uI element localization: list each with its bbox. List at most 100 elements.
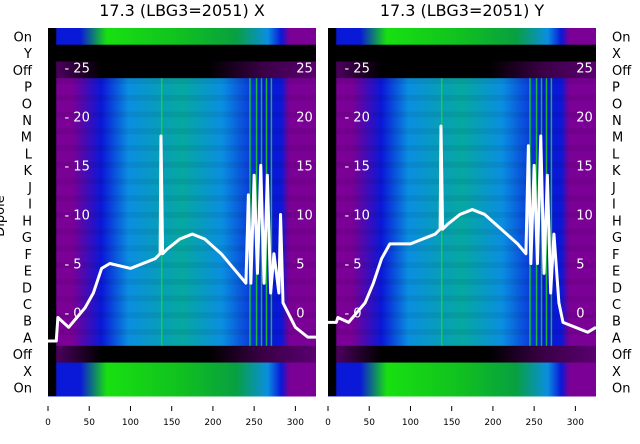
inner-ytick-label: 5 <box>296 258 304 273</box>
row-shade <box>48 94 316 101</box>
green-streak <box>270 78 273 346</box>
inner-ytick-label: - 5 <box>344 258 361 273</box>
inner-ytick-label: 25 <box>296 61 313 76</box>
row-label: F <box>25 248 32 263</box>
row-label: J <box>611 181 616 196</box>
row-label: P <box>612 81 620 96</box>
heatmap-row <box>48 345 316 364</box>
green-streak <box>550 78 553 346</box>
heatmap-row <box>328 245 596 263</box>
heatmap-row <box>48 78 316 96</box>
inner-ytick-label: 15 <box>576 159 593 174</box>
inner-ytick-label: 25 <box>576 61 593 76</box>
row-label: L <box>25 147 33 162</box>
heatmap-row <box>48 145 316 163</box>
inner-ytick-label: 0 <box>576 307 584 322</box>
row-shade <box>328 195 596 202</box>
heatmap-row <box>48 94 316 113</box>
heatmap-row <box>48 61 316 79</box>
heatmap-row <box>328 262 596 280</box>
row-shade <box>328 128 596 135</box>
xtick-label: 100 <box>402 418 419 428</box>
row-shade <box>328 78 596 85</box>
row-shade <box>328 329 596 335</box>
inner-ytick-label: 20 <box>296 110 313 125</box>
xtick-label: 200 <box>204 418 221 428</box>
row-label: X <box>23 365 32 380</box>
dipole-trace-line <box>48 134 316 343</box>
heatmap-row <box>48 161 316 180</box>
inner-ytick-label: - 20 <box>344 110 369 125</box>
dipole-trace-line <box>328 124 597 334</box>
row-label: K <box>612 164 621 179</box>
heatmap-row <box>328 61 596 79</box>
heatmap-row <box>48 329 316 347</box>
row-shade <box>48 329 316 335</box>
inner-ytick-label: - 10 <box>64 208 89 223</box>
heatmap-row <box>328 94 596 113</box>
row-shade <box>328 262 596 269</box>
row-shade <box>48 245 316 252</box>
xtick-label: 150 <box>163 418 180 428</box>
row-shade <box>48 128 316 135</box>
row-label: On <box>612 382 630 397</box>
inner-ytick-label: - 15 <box>344 159 369 174</box>
heatmap-row <box>48 111 316 129</box>
row-label: E <box>24 265 32 280</box>
inner-ytick-label: - 10 <box>344 208 369 223</box>
heatmap-row <box>328 111 596 129</box>
row-label: D <box>612 281 622 296</box>
row-shade <box>48 145 316 151</box>
row-shade <box>328 178 596 185</box>
xtick-label: 0 <box>325 418 331 428</box>
inner-ytick-label: 5 <box>576 258 584 273</box>
row-shade <box>48 212 316 218</box>
xtick-label: 100 <box>122 418 139 428</box>
row-shade <box>328 312 596 319</box>
xtick-label: 250 <box>246 418 263 428</box>
row-label: G <box>612 231 622 246</box>
heatmap-row <box>328 278 596 297</box>
xtick-label: 250 <box>526 418 543 428</box>
row-label: A <box>612 331 621 346</box>
inner-ytick-label: - 20 <box>64 110 89 125</box>
row-label: D <box>22 281 32 296</box>
row-label: C <box>612 298 621 313</box>
row-label: I <box>612 198 616 213</box>
heatmap-row <box>48 295 316 313</box>
heatmap-row <box>48 178 316 196</box>
row-label: On <box>14 30 32 45</box>
row-shade <box>48 295 316 302</box>
row-shade <box>328 145 596 151</box>
heatmap-row <box>48 362 316 380</box>
row-shade <box>48 78 316 85</box>
row-label: O <box>612 97 622 112</box>
xtick-label: 200 <box>484 418 501 428</box>
row-label: G <box>22 231 32 246</box>
row-label: M <box>612 131 623 146</box>
row-shade <box>328 245 596 252</box>
row-label: L <box>612 147 620 162</box>
row-shade <box>328 111 596 118</box>
inner-ytick-label: 10 <box>296 208 313 223</box>
dead-channel-column <box>328 28 337 396</box>
heatmap-row <box>48 28 316 46</box>
row-shade <box>48 312 316 319</box>
heatmap-row <box>48 128 316 146</box>
xtick-label: 300 <box>287 418 304 428</box>
xtick-label: 300 <box>567 418 584 428</box>
inner-ytick-label: 15 <box>296 159 313 174</box>
row-label: B <box>612 315 621 330</box>
row-label: M <box>21 131 32 146</box>
row-label: N <box>612 114 622 129</box>
heatmap-row <box>328 44 596 62</box>
dead-channel-column <box>48 28 57 396</box>
xtick-label: 0 <box>45 418 51 428</box>
xtick-label: 50 <box>84 418 96 428</box>
row-shade <box>328 161 596 168</box>
inner-ytick-label: 10 <box>576 208 593 223</box>
heatmap-row <box>328 28 596 46</box>
row-shade <box>48 111 316 118</box>
row-label: F <box>612 248 619 263</box>
row-label: O <box>22 97 32 112</box>
